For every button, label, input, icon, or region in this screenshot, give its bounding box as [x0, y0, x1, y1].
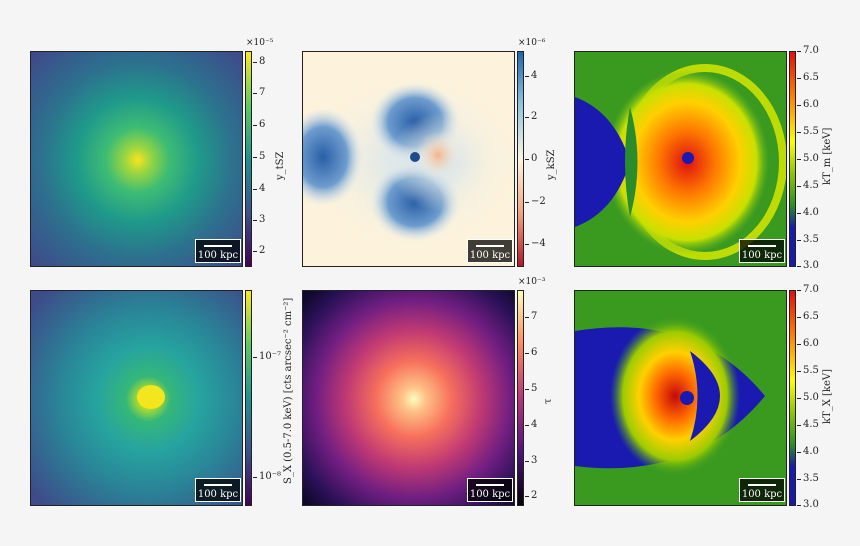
ktx-tick: 4.5: [797, 419, 819, 430]
scale-bar: 100 kpc: [467, 478, 513, 502]
ktx-tick: 4.0: [797, 446, 819, 457]
ysz-tick: 6: [252, 119, 266, 130]
sx-tick: 10⁻⁸: [252, 471, 282, 482]
ktm-tick: 4.5: [797, 180, 819, 191]
ktm-tick: 7.0: [797, 45, 819, 56]
ykz-label: y_kSZ: [546, 149, 557, 180]
ykz-colorbar: [517, 51, 524, 267]
ktx-tick: 6.5: [797, 311, 819, 322]
scale-bar-label: 100 kpc: [197, 489, 239, 500]
sx-label: S_X (0.5-7.0 keV) [cts arcsec⁻² cm⁻²]: [283, 297, 294, 484]
tau-exponent: ×10⁻³: [518, 277, 546, 287]
ysz-tick: 4: [252, 183, 266, 194]
sx-colorbar: [245, 290, 252, 506]
ktx-tick: 7.0: [797, 284, 819, 295]
tau-tick: 6: [524, 347, 538, 358]
scale-bar-label: 100 kpc: [741, 489, 783, 500]
ysz-label: y_tSZ: [275, 151, 286, 180]
ktm-tick: 6.5: [797, 72, 819, 83]
scale-bar: 100 kpc: [467, 239, 513, 263]
scale-bar: 100 kpc: [739, 239, 785, 263]
tau-tick: 5: [524, 383, 538, 394]
sx-map-panel: 100 kpc: [30, 290, 243, 506]
ktm-tick: 5.5: [797, 126, 819, 137]
tau-label: τ: [543, 398, 554, 404]
ysz-tick: 8: [252, 56, 266, 67]
ktx-colorbar: [789, 290, 796, 506]
scale-bar-label: 100 kpc: [741, 250, 783, 261]
tau-map-panel: 100 kpc: [302, 290, 515, 506]
scale-bar-label: 100 kpc: [469, 250, 511, 261]
scale-bar-label: 100 kpc: [197, 250, 239, 261]
ysz-tick: 7: [252, 87, 266, 98]
ktx-tick: 6.0: [797, 338, 819, 349]
ysz-map-panel: 100 kpc: [30, 51, 243, 267]
ysz-tick: 2: [252, 245, 266, 256]
ykz-tick: −2: [525, 196, 546, 207]
ktx-tick: 5.5: [797, 365, 819, 376]
tau-tick: 7: [524, 311, 538, 322]
scale-bar-label: 100 kpc: [469, 489, 511, 500]
ykz-exponent: ×10⁻⁶: [518, 38, 546, 48]
ktm-tick: 3.5: [797, 234, 819, 245]
tau-tick: 2: [524, 490, 538, 501]
ysz-colorbar: [245, 51, 252, 267]
ktx-tick: 5.0: [797, 392, 819, 403]
ktx-tick: 3.0: [797, 499, 819, 510]
tau-colorbar: [517, 290, 524, 506]
ktm-tick: 3.0: [797, 260, 819, 271]
ykz-map-panel: 100 kpc: [302, 51, 515, 267]
ktm-tick: 5.0: [797, 153, 819, 164]
ktx-map-panel: 100 kpc: [574, 290, 787, 506]
ykz-tick: 0: [524, 153, 538, 164]
ykz-tick: 2: [524, 111, 538, 122]
ysz-tick: 3: [252, 214, 266, 225]
ktm-tick: 6.0: [797, 99, 819, 110]
ktm-tick: 4.0: [797, 207, 819, 218]
tau-tick: 3: [524, 455, 538, 466]
ktx-tick: 3.5: [797, 473, 819, 484]
scale-bar: 100 kpc: [195, 478, 241, 502]
ktm-label: kT_m [keV]: [822, 127, 833, 185]
ktx-label: kT_X [keV]: [822, 368, 833, 424]
ykz-tick: −4: [525, 238, 546, 249]
scale-bar: 100 kpc: [739, 478, 785, 502]
tau-tick: 4: [524, 419, 538, 430]
ysz-exponent: ×10⁻⁵: [246, 38, 274, 48]
ktm-colorbar: [789, 51, 796, 267]
scale-bar: 100 kpc: [195, 239, 241, 263]
ysz-tick: 5: [252, 151, 266, 162]
ykz-tick: 4: [524, 70, 538, 81]
ktm-map-panel: 100 kpc: [574, 51, 787, 267]
sx-tick: 10⁻⁷: [252, 351, 282, 362]
